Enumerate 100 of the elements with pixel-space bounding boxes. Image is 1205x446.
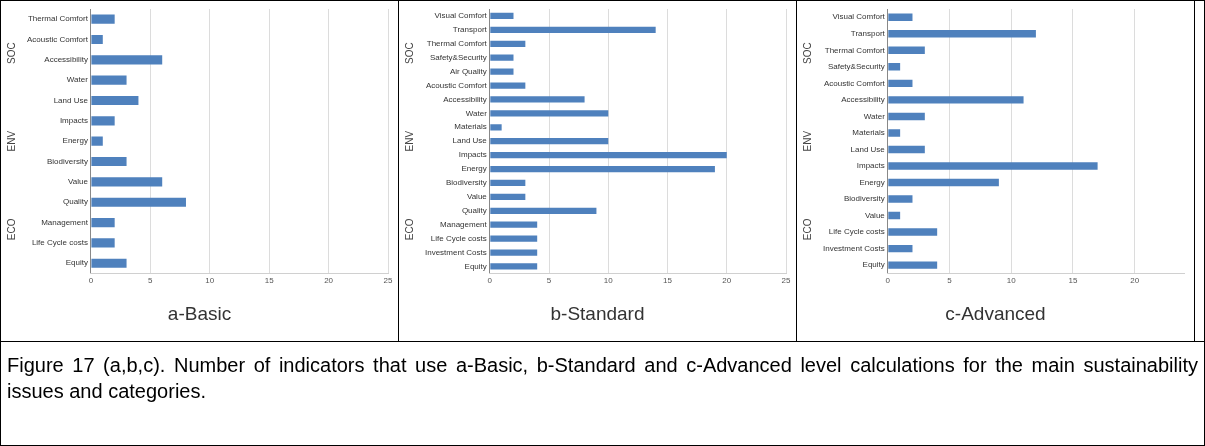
text: ECO — [5, 218, 17, 241]
bar — [489, 179, 525, 187]
bar — [90, 34, 103, 45]
y-tick-label: Acoustic Comfort — [26, 34, 89, 44]
y-tick-label: Biodiversity — [445, 178, 487, 188]
bar — [887, 129, 900, 137]
bar — [489, 151, 727, 159]
y-tick-label: Accessibility — [442, 94, 487, 104]
y-tick-label: Thermal Comfort — [426, 38, 488, 48]
x-tick-label: 10 — [603, 276, 613, 286]
y-tick-label: Energy — [62, 136, 88, 146]
bar — [489, 12, 513, 20]
bar — [489, 68, 513, 75]
x-tick-label: 25 — [781, 276, 791, 286]
y-tick-label: Management — [439, 219, 488, 229]
text: SOC — [801, 42, 813, 64]
y-tick-label: Impacts — [458, 150, 487, 160]
y-tick-label: Life Cycle costs — [828, 227, 885, 237]
y-tick-label: Energy — [858, 177, 885, 187]
x-axis-title: b-Standard — [550, 303, 645, 325]
x-tick-label: 20 — [721, 276, 732, 286]
y-tick-label: Equity — [65, 258, 88, 268]
text: ENV — [801, 130, 813, 152]
y-tick-label: Equity — [464, 261, 487, 271]
y-tick-label: Water — [465, 108, 487, 118]
x-tick-label: 0 — [88, 276, 94, 286]
y-tick-label: Quality — [461, 205, 487, 215]
caption: Figure 17 (a,b,c). Number of indicators that use a-Basic, b-Standard and c-Advanced level calculations for the main sustainability issues and categories. — [6, 353, 1199, 404]
bar — [489, 138, 608, 145]
text: SOC — [403, 42, 415, 64]
y-tick-label: Water — [66, 75, 88, 85]
y-tick-label: Safety&Security — [827, 62, 885, 72]
x-tick-label: 5 — [147, 276, 153, 286]
bar — [489, 96, 585, 103]
bar — [90, 136, 103, 146]
x-tick-label: 5 — [946, 276, 952, 286]
bar — [887, 96, 1024, 104]
y-tick-label: Impacts — [59, 116, 88, 126]
y-tick-label: Accessibility — [43, 55, 88, 65]
bar — [90, 238, 115, 248]
bar — [887, 228, 937, 236]
bar — [90, 14, 115, 24]
bar — [887, 79, 912, 88]
bar — [489, 40, 525, 47]
bar — [90, 95, 138, 106]
bar — [887, 244, 912, 253]
y-tick-label: Land Use — [850, 144, 885, 154]
y-tick-label: Thermal Comfort — [824, 45, 886, 55]
bar — [90, 156, 127, 167]
y-tick-label: Thermal Comfort — [27, 14, 89, 24]
y-tick-label: Equity — [862, 260, 885, 270]
bar — [887, 211, 900, 220]
bar — [887, 13, 912, 21]
bar — [489, 193, 525, 200]
bar — [887, 195, 912, 203]
y-tick-label: Energy — [460, 164, 487, 174]
x-tick-label: 10 — [204, 276, 215, 286]
y-tick-label: Acoustic Comfort — [425, 80, 488, 90]
bar — [90, 177, 162, 187]
y-tick-label: Quality — [62, 197, 88, 207]
bar — [90, 197, 186, 207]
bar — [887, 162, 1098, 170]
text: ENV — [403, 130, 415, 152]
x-tick-label: 20 — [323, 276, 334, 286]
y-tick-label: Management — [40, 217, 89, 227]
x-tick-label: 15 — [662, 276, 673, 286]
y-tick-label: Life Cycle costs — [31, 238, 88, 248]
bar — [90, 75, 127, 85]
text: ECO — [801, 218, 813, 241]
x-tick-label: 15 — [264, 276, 274, 286]
y-tick-label: Value — [466, 192, 487, 202]
bar — [887, 112, 925, 121]
y-tick-label: Visual Comfort — [831, 12, 886, 22]
bar — [489, 26, 656, 34]
y-tick-label: Value — [67, 177, 88, 187]
x-axis-title: a-Basic — [167, 303, 232, 325]
y-tick-label: Accessibility — [840, 95, 885, 105]
y-tick-label: Materials — [453, 122, 487, 132]
y-tick-label: Visual Comfort — [433, 11, 488, 21]
bar — [887, 46, 925, 55]
x-tick-label: 15 — [1067, 276, 1078, 286]
bar — [489, 221, 537, 228]
bar — [887, 63, 900, 71]
y-tick-label: Biodiversity — [843, 194, 885, 204]
y-tick-label: Value — [864, 210, 885, 220]
y-tick-label: Acoustic Comfort — [823, 78, 886, 88]
y-tick-label: Life Cycle costs — [430, 233, 487, 243]
bar — [90, 116, 115, 126]
bar — [489, 235, 537, 242]
y-tick-label: Impacts — [856, 161, 885, 171]
x-axis-title: c-Advanced — [945, 303, 1046, 325]
bar — [489, 110, 608, 117]
x-tick-label: 0 — [487, 276, 493, 286]
bar — [489, 249, 537, 256]
text: ENV — [5, 130, 17, 152]
bar — [489, 124, 502, 131]
bar — [90, 55, 162, 65]
y-tick-label: Safety&Security — [429, 52, 487, 62]
y-tick-label: Investment Costs — [424, 247, 487, 257]
x-tick-label: 5 — [546, 276, 552, 286]
